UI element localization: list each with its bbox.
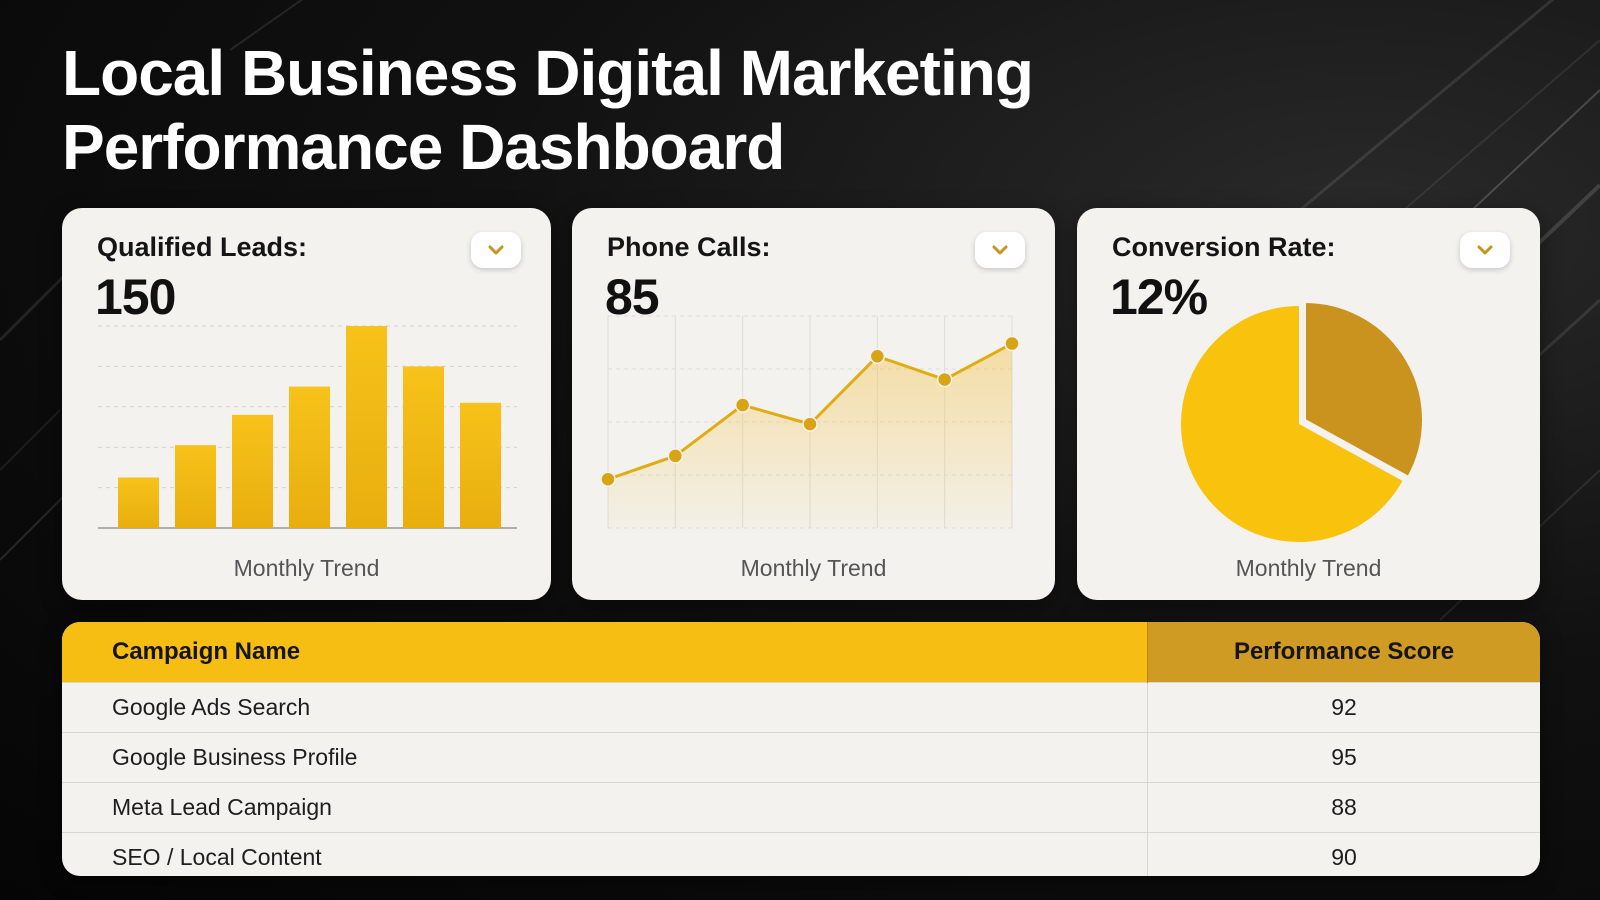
bar [346,326,388,528]
campaign-name-cell: SEO / Local Content [62,832,1148,876]
page-title-line-2: Performance Dashboard [62,111,785,183]
campaign-name-cell: Google Business Profile [62,732,1148,783]
campaign-table-card: Campaign Name Performance Score Google A… [62,622,1540,876]
performance-score-cell: 92 [1147,682,1540,733]
bar [118,477,160,528]
performance-score-cell: 95 [1147,732,1540,783]
bar [175,445,217,528]
table-row[interactable]: Google Ads Search 92 [62,682,1540,733]
data-point [734,397,751,413]
phone-calls-dropdown-button[interactable] [975,232,1025,268]
campaign-table: Campaign Name Performance Score Google A… [62,622,1540,876]
conversion-rate-value: 12% [1110,269,1208,325]
performance-score-cell: 90 [1147,832,1540,876]
table-row[interactable]: Google Business Profile 95 [62,732,1540,783]
table-row[interactable]: SEO / Local Content 90 [62,832,1540,876]
phone-calls-caption: Monthly Trend [740,555,887,581]
page-title-line-1: Local Business Digital Marketing [62,37,1034,109]
qualified-leads-dropdown-button[interactable] [471,232,521,268]
campaign-name-cell: Google Ads Search [62,682,1148,733]
chevron-down-icon [992,245,1008,255]
data-point [667,448,684,464]
conversion-rate-pie-chart [1181,300,1424,542]
phone-calls-area-chart [600,315,1020,529]
conversion-rate-dropdown-button[interactable] [1460,232,1510,268]
bar [460,402,502,528]
performance-score-cell: 88 [1147,782,1540,833]
chevron-down-icon [488,245,504,255]
conversion-rate-caption: Monthly Trend [1235,555,1382,581]
qualified-leads-card: Qualified Leads: 150 Monthly Trend [62,208,551,600]
qualified-leads-bar-chart [98,325,517,529]
data-point [936,371,953,388]
table-header-row: Campaign Name Performance Score [62,622,1540,683]
chevron-down-icon [1477,245,1493,255]
table-row[interactable]: Meta Lead Campaign 88 [62,782,1540,833]
bar [232,414,274,528]
conversion-rate-label: Conversion Rate: [1112,232,1336,262]
conversion-rate-card: Conversion Rate: 12% Monthly Trend [1077,208,1540,600]
qualified-leads-caption: Monthly Trend [233,555,380,581]
bar [289,386,331,528]
data-point [802,416,818,432]
phone-calls-value: 85 [605,269,660,325]
qualified-leads-label: Qualified Leads: [97,232,308,262]
data-point [1004,335,1020,352]
phone-calls-card: Phone Calls: 85 Monthly Trend [572,208,1055,600]
area-fill [608,343,1012,528]
campaign-name-cell: Meta Lead Campaign [62,782,1148,833]
page-title: Local Business Digital Marketing Perform… [62,36,1262,184]
pie-slice [1304,300,1424,479]
performance-score-header[interactable]: Performance Score [1147,622,1540,683]
data-point [600,471,616,487]
bar [403,366,445,528]
phone-calls-label: Phone Calls: [607,232,771,262]
qualified-leads-value: 150 [95,269,176,325]
pie-slice [1181,306,1403,542]
data-point [869,348,886,365]
campaign-name-header[interactable]: Campaign Name [62,622,1148,683]
